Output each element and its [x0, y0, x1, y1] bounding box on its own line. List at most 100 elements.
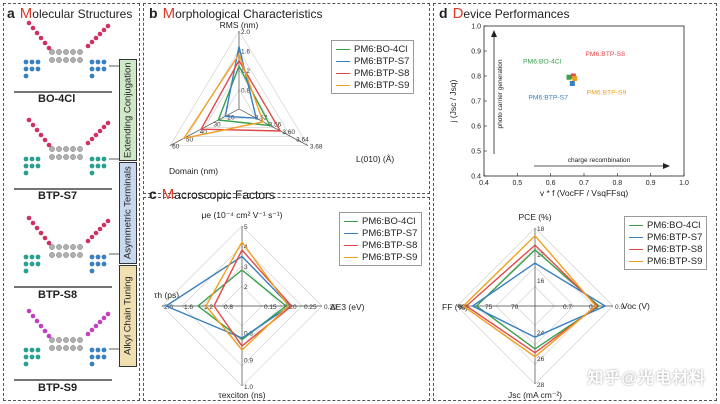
- radar-tick-label: 0.15: [264, 304, 277, 311]
- radar-tick-label: 0.9: [244, 357, 253, 364]
- panel-a-title: a Molecular Structures: [7, 5, 133, 22]
- radar-axis: [169, 108, 240, 146]
- radar-tick-label: 1.0: [244, 384, 253, 391]
- scatter-point-label: PM6:BTP-S9: [587, 90, 627, 97]
- radar-grid-ring: [169, 30, 309, 146]
- radar-tick-label: 0.8: [224, 304, 233, 311]
- panel-d: d Device Performances 0.4 0.5 0.6 0.7 0.8 0.9 1…: [433, 3, 717, 401]
- radar-tick-label: 3.68: [310, 144, 323, 151]
- scatter-point-1: [566, 74, 572, 80]
- scatter-point-4: [572, 76, 578, 81]
- radar-tick-label: 75: [485, 304, 493, 311]
- panel-c-title: c Macroscopic Factors: [149, 186, 275, 203]
- radar-tick-label: 16: [537, 278, 545, 285]
- legend-b-item-4: PM6:BTP-S9: [336, 79, 409, 91]
- radar-tick-label: 3: [244, 264, 248, 271]
- legend-b-item-1: PM6:BO-4Cl: [336, 43, 409, 55]
- radar-tick-label: 60: [172, 144, 180, 151]
- radar-tick-label: 50: [186, 136, 194, 143]
- molecule-label-3: BTP-S8: [38, 289, 78, 301]
- molecule-label-1: BO-4Cl: [38, 93, 76, 105]
- scatter-point-label: PM6:BO-4Cl: [523, 58, 562, 65]
- radar-axis-label: ΔE3 (eV): [330, 302, 365, 312]
- scatter-point-label: PM6:BTP-S7: [528, 95, 568, 102]
- scatter-frame: [483, 25, 685, 177]
- arrow-y-label: photo carrier generation: [497, 59, 504, 128]
- y-tick-label: 1.0: [471, 24, 481, 31]
- legend-d: PM6:BO-4Cl PM6:BTP-S7 PM6:BTP-S8 PM6:BTP…: [624, 216, 708, 270]
- radar-axis-label: PCE (%): [518, 212, 551, 222]
- radar-series-4: [182, 52, 265, 140]
- legend-d-item-4: PM6:BTP-S9: [629, 255, 702, 267]
- molecule-drawings: [14, 20, 119, 381]
- radar-tick-label: 70: [511, 304, 519, 311]
- y-tick-label: 0.9: [471, 49, 481, 56]
- radar-tick-label: 0.8: [241, 88, 250, 95]
- x-tick-label: 0.8: [612, 180, 622, 187]
- panel-b: b Morphological Characteristics 0.8 1.2 1.6…: [143, 3, 430, 194]
- radar-axis-label: FF (%): [442, 302, 468, 312]
- radar-axis-label: Voc (V): [622, 301, 650, 311]
- radar-tick-label: 1.2: [204, 304, 213, 311]
- radar-series-2: [224, 46, 258, 119]
- panel-c: c Macroscopic Factors 2 3 4 5 μe (10⁻⁴ cm² V⁻…: [143, 186, 430, 401]
- panel-d-title: d Device Performances: [439, 5, 570, 22]
- y-axis-label: j (Jsc / Jsq): [448, 79, 458, 123]
- radar-tick-label: 2.0: [241, 29, 250, 36]
- radar-axis-label: Domain (nm): [169, 166, 218, 176]
- legend-c-item-1: PM6:BO-4Cl: [344, 215, 417, 227]
- arrow-x-label: charge recombination: [568, 157, 631, 164]
- radar-axis-label: RMS (nm): [220, 20, 259, 30]
- legend-b-item-3: PM6:BTP-S8: [336, 67, 409, 79]
- legend-c: PM6:BO-4Cl PM6:BTP-S7 PM6:BTP-S8 PM6:BTP…: [339, 212, 423, 266]
- x-axis-label: v * f (VocFF / VsqFFsq): [540, 188, 628, 198]
- radar-tick-label: 24: [537, 330, 545, 337]
- y-tick-label: 0.6: [471, 124, 481, 131]
- radar-tick-label: 3.60: [282, 129, 295, 136]
- radar-tick-label: 3.64: [296, 136, 309, 143]
- radar-tick-label: 0.7: [563, 304, 572, 311]
- molecule-4: [14, 308, 112, 381]
- x-tick-label: 0.6: [546, 180, 556, 187]
- molecule-2: [14, 117, 112, 190]
- molecule-3: [14, 215, 112, 288]
- side-label-extending: Extending Conjugation: [119, 59, 137, 161]
- radar-tick-label: 26: [537, 356, 545, 363]
- x-tick-label: 0.9: [646, 180, 656, 187]
- panel-b-title: b Morphological Characteristics: [149, 5, 323, 22]
- radar-tick-label: 0.30: [324, 304, 337, 311]
- radar-axis-label: μe (10⁻⁴ cm² V⁻¹ s⁻¹): [201, 210, 282, 220]
- radar-series-2: [164, 255, 292, 339]
- radar-tick-label: 2: [244, 284, 248, 291]
- radar-tick-label: 3.56: [269, 122, 282, 129]
- radar-series-3: [199, 59, 282, 132]
- scatter-point-label: PM6:BTP-S8: [585, 51, 625, 58]
- legend-d-item-2: PM6:BTP-S7: [629, 231, 702, 243]
- radar-tick-label: 20: [227, 114, 235, 121]
- molecule-label-4: BTP-S9: [38, 382, 78, 394]
- radar-series-4: [205, 240, 290, 352]
- radar-tick-label: 5: [244, 224, 248, 231]
- radar-tick-label: 18: [537, 226, 545, 233]
- radar-axis-label: τh (ps): [154, 290, 179, 300]
- radar-grid-ring: [221, 88, 257, 119]
- x-tick-label: 0.7: [579, 180, 589, 187]
- y-tick-label: 0.4: [471, 174, 481, 181]
- legend-c-item-4: PM6:BTP-S9: [344, 251, 417, 263]
- radar-tick-label: 40: [200, 129, 208, 136]
- x-tick-label: 1.0: [679, 180, 689, 187]
- legend-b-item-2: PM6:BTP-S7: [336, 55, 409, 67]
- side-label-asymmetric: Asymmetric Terminals: [119, 162, 137, 264]
- radar-tick-label: 28: [537, 382, 545, 389]
- radar-tick-label: 80: [459, 304, 467, 311]
- panel-a: a Molecular Structures BO-4Cl BTP-S7 BTP-…: [3, 3, 140, 401]
- molecule-1: [14, 20, 112, 93]
- molecule-label-2: BTP-S7: [38, 190, 78, 202]
- radar-series-4: [462, 234, 597, 358]
- radar-tick-label: 1.6: [241, 49, 250, 56]
- radar-axis-label: L(010) (Å): [356, 154, 394, 164]
- radar-tick-label: 0.25: [304, 304, 317, 311]
